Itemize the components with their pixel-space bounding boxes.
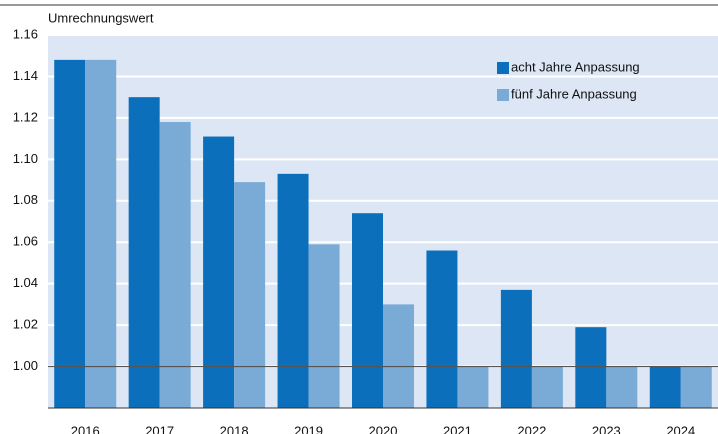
bar (680, 366, 712, 408)
bar (277, 173, 309, 408)
bar (500, 289, 532, 408)
y-tick-label: 1.10 (13, 151, 38, 166)
bar (352, 213, 383, 408)
bar (159, 122, 191, 409)
y-tick-label: 1.14 (13, 68, 38, 83)
bar (128, 97, 160, 409)
bar (383, 304, 414, 408)
bar (234, 182, 266, 408)
legend-label: acht Jahre Anpassung (511, 59, 640, 74)
bar (606, 366, 638, 408)
y-tick-label: 1.08 (13, 192, 38, 207)
bar (203, 136, 235, 409)
x-tick-label: 2022 (517, 423, 546, 434)
x-tick-label: 2018 (220, 423, 249, 434)
x-tick-label: 2024 (666, 423, 695, 434)
bar (308, 244, 340, 408)
x-tick-label: 2019 (294, 423, 323, 434)
y-axis-label: Umrechnungswert (48, 10, 154, 25)
bar (85, 59, 117, 408)
x-tick-label: 2021 (443, 423, 472, 434)
bar (575, 327, 607, 408)
legend-swatch (497, 62, 509, 74)
legend-swatch (497, 89, 509, 101)
x-tick-label: 2016 (71, 423, 100, 434)
x-tick-label: 2023 (592, 423, 621, 434)
bar (649, 366, 681, 408)
y-tick-label: 1.16 (13, 26, 38, 41)
bar (531, 366, 563, 408)
y-tick-label: 1.00 (13, 358, 38, 373)
y-tick-label: 1.02 (13, 317, 38, 332)
y-tick-label: 1.12 (13, 109, 38, 124)
bar (457, 366, 489, 408)
legend-label: fünf Jahre Anpassung (511, 86, 637, 101)
bar (54, 59, 86, 408)
y-tick-label: 1.04 (13, 275, 38, 290)
bar (426, 250, 458, 408)
y-tick-label: 1.06 (13, 234, 38, 249)
x-tick-label: 2017 (145, 423, 174, 434)
x-tick-label: 2020 (369, 423, 398, 434)
